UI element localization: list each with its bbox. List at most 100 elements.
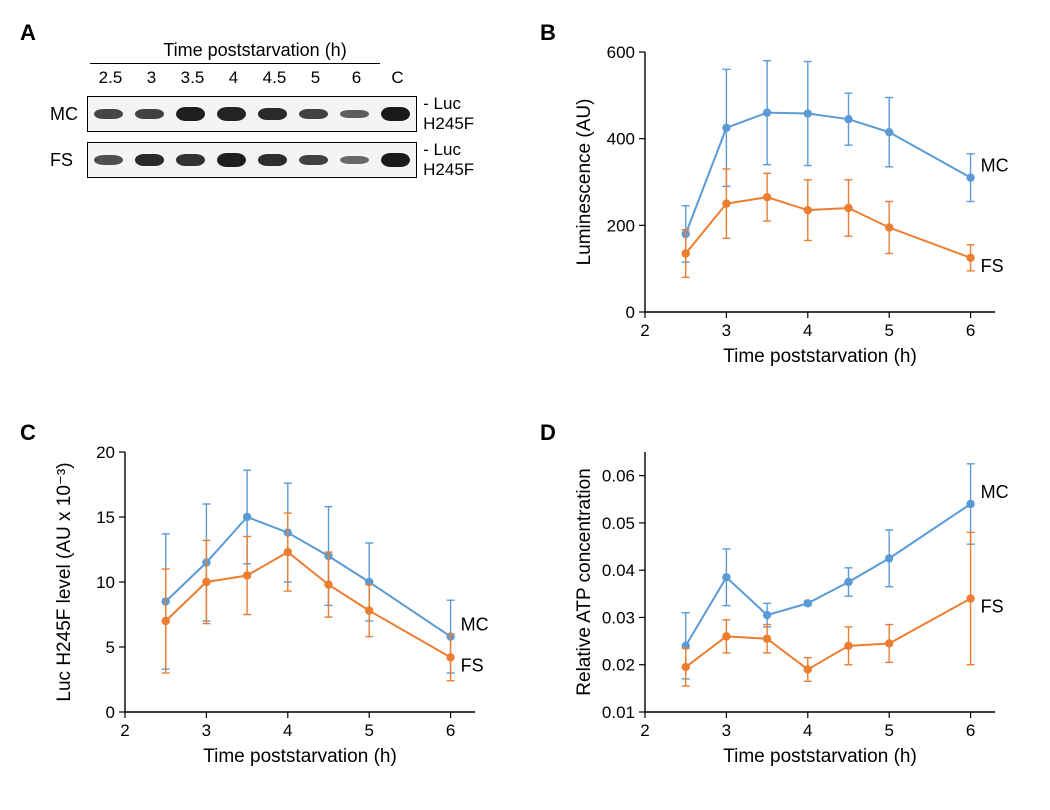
row-label-fs: FS <box>50 150 87 171</box>
gel-row-mc: MC - Luc H245F <box>50 94 510 134</box>
gel-band <box>135 109 164 120</box>
gel-band <box>258 108 287 121</box>
svg-text:MC: MC <box>461 615 489 635</box>
panel-c-label: C <box>20 420 36 446</box>
gel-lane <box>293 143 334 177</box>
gel-lane <box>129 143 170 177</box>
blot-title: Time poststarvation (h) <box>90 40 420 61</box>
gel-lane <box>211 143 252 177</box>
gel-lane <box>334 97 375 131</box>
svg-text:MC: MC <box>981 482 1009 502</box>
svg-text:MC: MC <box>981 156 1009 176</box>
svg-text:15: 15 <box>96 508 115 527</box>
gel-fs <box>87 142 417 178</box>
blot-wrap: Time poststarvation (h) 2.533.544.556C M… <box>50 40 510 180</box>
svg-text:Luc H245F level (AU x 10⁻³): Luc H245F level (AU x 10⁻³) <box>54 462 75 701</box>
gel-band <box>381 153 410 167</box>
svg-text:2: 2 <box>120 721 129 740</box>
panel-b: B 2 3 4 5 6 0 200 400 600 Time poststarvation (h)… <box>540 20 1030 390</box>
svg-text:FS: FS <box>981 256 1004 276</box>
gel-lane <box>170 97 211 131</box>
svg-text:Time poststarvation (h): Time poststarvation (h) <box>723 346 917 367</box>
lane-labels: 2.533.544.556C <box>90 68 510 88</box>
gel-lane <box>211 97 252 131</box>
gel-band <box>217 153 246 167</box>
band-marker-fs: - Luc H245F <box>423 140 510 180</box>
gel-band <box>176 107 205 121</box>
svg-text:FS: FS <box>981 597 1004 617</box>
svg-text:6: 6 <box>966 321 975 340</box>
gel-lane <box>129 97 170 131</box>
gel-lane <box>252 97 293 131</box>
svg-text:4: 4 <box>803 721 812 740</box>
gel-band <box>381 107 410 121</box>
svg-text:4: 4 <box>803 321 812 340</box>
gel-mc <box>87 96 417 132</box>
svg-text:2: 2 <box>640 321 649 340</box>
panel-a-label: A <box>20 20 36 46</box>
panel-c: C 2 3 4 5 6 0 5 10 15 20 Time poststarvation (h) Lu… <box>20 420 510 790</box>
svg-text:5: 5 <box>106 638 115 657</box>
gel-band <box>340 156 369 164</box>
panel-d: D 234560.010.020.030.040.050.06Time post… <box>540 420 1030 790</box>
lane-label: 3.5 <box>172 68 213 88</box>
gel-lane <box>252 143 293 177</box>
gel-band <box>340 110 369 118</box>
gel-lane <box>88 97 129 131</box>
svg-text:4: 4 <box>283 721 292 740</box>
svg-text:3: 3 <box>722 321 731 340</box>
svg-text:10: 10 <box>96 573 115 592</box>
svg-text:3: 3 <box>722 721 731 740</box>
figure: A Time poststarvation (h) 2.533.544.556C… <box>20 20 1030 790</box>
svg-text:600: 600 <box>607 43 635 62</box>
gel-row-fs: FS - Luc H245F <box>50 140 510 180</box>
lane-label: C <box>377 68 418 88</box>
gel-band <box>299 109 328 120</box>
lane-label: 3 <box>131 68 172 88</box>
svg-text:Time poststarvation (h): Time poststarvation (h) <box>203 746 397 767</box>
lane-label: 4 <box>213 68 254 88</box>
gel-lane <box>88 143 129 177</box>
svg-text:FS: FS <box>461 655 484 675</box>
svg-text:Time poststarvation (h): Time poststarvation (h) <box>723 746 917 767</box>
gel-band <box>258 154 287 166</box>
panel-b-label: B <box>540 20 556 46</box>
chart-c: 2 3 4 5 6 0 5 10 15 20 Time poststarvation (h) Luc … <box>50 440 490 775</box>
svg-text:5: 5 <box>364 721 373 740</box>
svg-text:0.03: 0.03 <box>602 608 635 627</box>
lane-label: 4.5 <box>254 68 295 88</box>
band-marker-mc: - Luc H245F <box>423 94 510 134</box>
svg-text:0.06: 0.06 <box>602 467 635 486</box>
gel-lane <box>334 143 375 177</box>
panel-d-label: D <box>540 420 556 446</box>
chart-d: 234560.010.020.030.040.050.06Time postst… <box>570 440 1010 775</box>
svg-text:Relative ATP concentration: Relative ATP concentration <box>574 468 595 695</box>
svg-text:20: 20 <box>96 443 115 462</box>
svg-text:0.01: 0.01 <box>602 703 635 722</box>
gel-band <box>94 109 123 119</box>
svg-text:0.02: 0.02 <box>602 656 635 675</box>
chart-b: 2 3 4 5 6 0 200 400 600 Time poststarvation (h) Lu… <box>570 40 1010 375</box>
svg-text:0: 0 <box>626 303 635 322</box>
row-label-mc: MC <box>50 104 87 125</box>
svg-text:Luminescence (AU): Luminescence (AU) <box>574 99 595 266</box>
gel-band <box>176 154 205 166</box>
svg-text:0: 0 <box>106 703 115 722</box>
lane-label: 2.5 <box>90 68 131 88</box>
svg-text:5: 5 <box>884 321 893 340</box>
svg-text:5: 5 <box>884 721 893 740</box>
gel-lane <box>375 97 416 131</box>
svg-text:2: 2 <box>640 721 649 740</box>
blot-underline <box>90 63 380 64</box>
svg-text:3: 3 <box>202 721 211 740</box>
svg-text:200: 200 <box>607 216 635 235</box>
gel-band <box>135 154 164 167</box>
svg-text:400: 400 <box>607 130 635 149</box>
svg-text:0.04: 0.04 <box>602 561 635 580</box>
svg-text:6: 6 <box>446 721 455 740</box>
gel-band <box>94 155 123 165</box>
svg-text:0.05: 0.05 <box>602 514 635 533</box>
gel-band <box>217 107 246 120</box>
gel-band <box>299 155 328 166</box>
lane-label: 6 <box>336 68 377 88</box>
